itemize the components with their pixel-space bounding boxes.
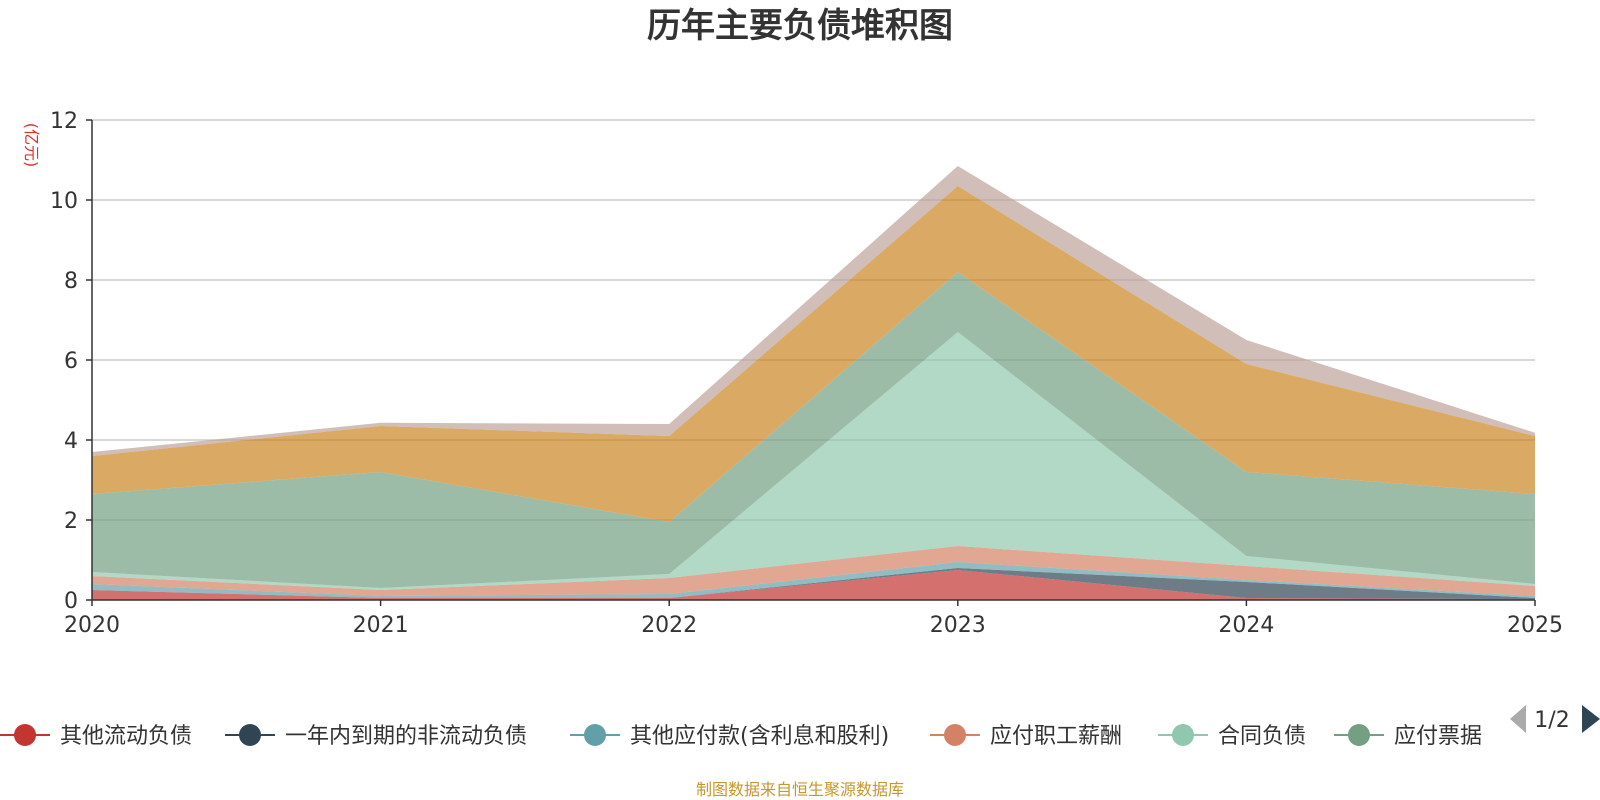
y-tick-label: 0 (64, 589, 78, 614)
area-series-5 (92, 332, 1535, 590)
legend-marker-icon (1172, 724, 1194, 746)
y-tick-label: 12 (50, 109, 78, 134)
area-series-6 (92, 272, 1535, 588)
x-axis-ticks: 2020 2021 2022 2023 2024 2025 (64, 600, 1563, 638)
legend-pager: 1/2 (1510, 705, 1600, 733)
legend-item[interactable]: 一年内到期的非流动负债 (225, 724, 527, 749)
y-axis-unit: (亿元) (22, 123, 41, 168)
legend-page-indicator: 1/2 (1534, 708, 1569, 733)
area-series-3 (92, 562, 1535, 598)
x-tick-label: 2021 (353, 613, 409, 638)
legend-label: 合同负债 (1218, 724, 1306, 749)
y-tick-label: 8 (64, 269, 78, 294)
area-series-2 (92, 568, 1535, 600)
x-tick-label: 2025 (1507, 613, 1563, 638)
area-series-8 (92, 166, 1535, 456)
legend-prev-page-icon[interactable] (1510, 705, 1526, 733)
legend-marker-icon (1348, 724, 1370, 746)
x-tick-label: 2023 (930, 613, 986, 638)
legend-marker-icon (14, 724, 36, 746)
legend-label: 应付票据 (1394, 724, 1482, 749)
legend-marker-icon (239, 724, 261, 746)
y-tick-label: 10 (50, 189, 78, 214)
legend-items: 其他流动负债 一年内到期的非流动负债 其他应付款(含利息和股利) 应付职工薪酬 合同负债… (0, 724, 1482, 749)
y-axis-ticks: 0 2 4 6 8 10 12 (50, 109, 92, 614)
x-tick-label: 2020 (64, 613, 120, 638)
legend-marker-icon (584, 724, 606, 746)
y-tick-label: 4 (64, 429, 78, 454)
legend-label: 其他流动负债 (60, 724, 192, 749)
legend-item[interactable]: 应付职工薪酬 (930, 724, 1122, 749)
legend-item[interactable]: 其他应付款(含利息和股利) (570, 724, 889, 749)
legend-label: 一年内到期的非流动负债 (285, 724, 527, 749)
x-tick-label: 2022 (641, 613, 697, 638)
y-tick-label: 6 (64, 349, 78, 374)
legend: 其他流动负债 一年内到期的非流动负债 其他应付款(含利息和股利) 应付职工薪酬 合同负债… (0, 724, 1482, 749)
legend-label: 其他应付款(含利息和股利) (630, 724, 889, 749)
legend-marker-icon (944, 724, 966, 746)
source-note: 制图数据来自恒生聚源数据库 (696, 780, 904, 799)
area-series-7 (92, 186, 1535, 522)
legend-item[interactable]: 合同负债 (1158, 724, 1306, 749)
area-series-4 (92, 546, 1535, 596)
area-series (92, 166, 1535, 600)
area-series-1 (92, 570, 1535, 600)
legend-item[interactable]: 应付票据 (1334, 724, 1482, 749)
legend-next-page-icon[interactable] (1582, 705, 1600, 733)
y-tick-label: 2 (64, 509, 78, 534)
x-tick-label: 2024 (1218, 613, 1274, 638)
legend-label: 应付职工薪酬 (990, 724, 1122, 749)
chart-title: 历年主要负债堆积图 (647, 6, 953, 46)
legend-item[interactable]: 其他流动负债 (0, 724, 192, 749)
